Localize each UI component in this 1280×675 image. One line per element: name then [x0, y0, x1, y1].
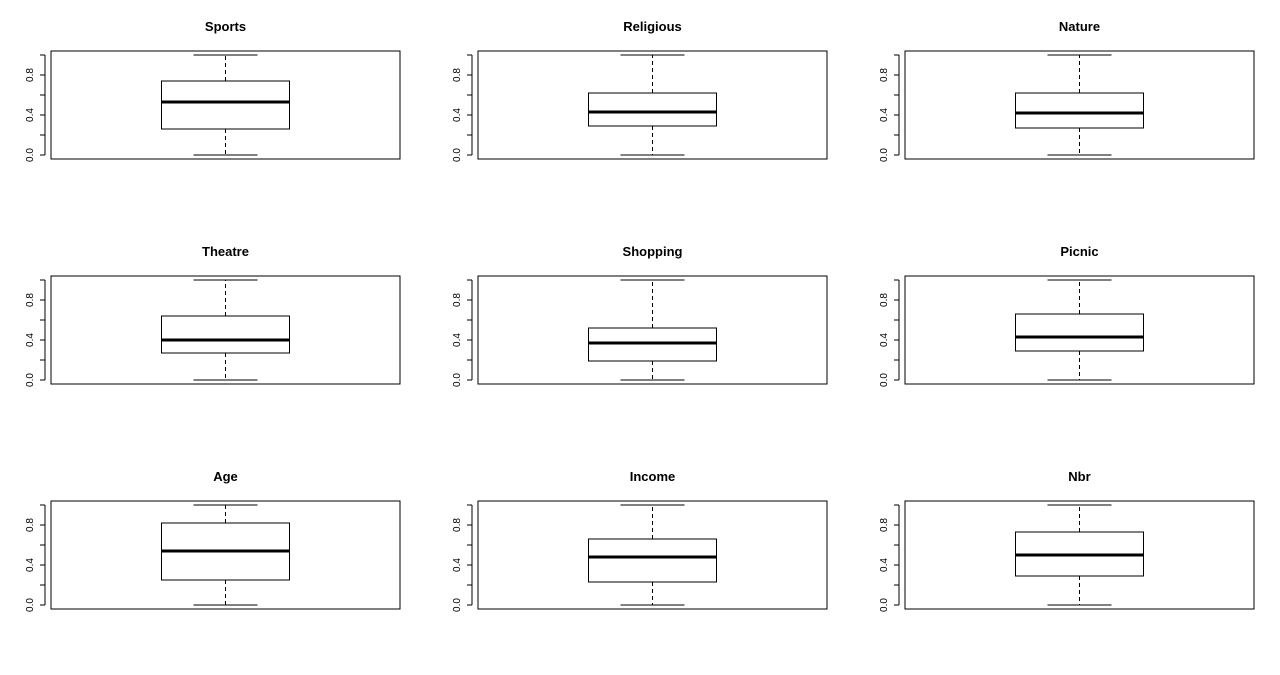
y-tick-label: 0.4 — [452, 558, 463, 572]
y-tick-label: 0.0 — [25, 373, 36, 387]
panel-title: Nbr — [1068, 469, 1090, 484]
iqr-box — [588, 538, 717, 583]
plot-frame — [50, 275, 401, 385]
plot-frame — [904, 500, 1255, 610]
panel-shopping: Shopping 0.0 0.4 0.8 — [452, 244, 828, 387]
panel-title: Age — [213, 469, 238, 484]
panel-title: Shopping — [623, 244, 683, 259]
y-tick-label: 0.4 — [25, 333, 36, 347]
iqr-box — [588, 92, 717, 127]
panel-nbr: Nbr 0.0 0.4 0.8 — [879, 469, 1255, 612]
plot-frame — [50, 50, 401, 160]
plot-frame — [477, 500, 828, 610]
plot-frame — [477, 50, 828, 160]
iqr-box — [161, 315, 290, 354]
y-tick-label: 0.0 — [452, 148, 463, 162]
y-tick-label: 0.8 — [452, 293, 463, 307]
y-tick-label: 0.8 — [25, 68, 36, 82]
y-tick-label: 0.8 — [879, 293, 890, 307]
iqr-box — [161, 80, 290, 130]
y-tick-label: 0.8 — [452, 518, 463, 532]
iqr-box — [1015, 313, 1144, 352]
plot-frame — [477, 275, 828, 385]
y-tick-label: 0.8 — [879, 518, 890, 532]
y-tick-label: 0.0 — [452, 598, 463, 612]
panel-title: Sports — [205, 19, 246, 34]
y-tick-label: 0.0 — [879, 598, 890, 612]
panel-title: Income — [630, 469, 676, 484]
y-tick-label: 0.0 — [452, 373, 463, 387]
plot-frame — [904, 50, 1255, 160]
y-tick-label: 0.0 — [879, 373, 890, 387]
panel-title: Theatre — [202, 244, 249, 259]
y-tick-label: 0.4 — [879, 558, 890, 572]
y-tick-label: 0.4 — [25, 108, 36, 122]
panel-title: Picnic — [1060, 244, 1098, 259]
panel-title: Religious — [623, 19, 682, 34]
y-tick-label: 0.8 — [452, 68, 463, 82]
panel-nature: Nature 0.0 0.4 0.8 — [879, 19, 1255, 162]
y-tick-label: 0.4 — [25, 558, 36, 572]
panel-picnic: Picnic 0.0 0.4 0.8 — [879, 244, 1255, 387]
panel-income: Income 0.0 0.4 0.8 — [452, 469, 828, 612]
plot-frame — [904, 275, 1255, 385]
y-tick-label: 0.4 — [452, 108, 463, 122]
y-tick-label: 0.0 — [25, 598, 36, 612]
panel-sports: Sports 0.0 0.4 0.8 — [25, 19, 401, 162]
panel-theatre: Theatre 0.0 0.4 0.8 — [25, 244, 401, 387]
iqr-box — [1015, 92, 1144, 129]
y-tick-label: 0.4 — [879, 108, 890, 122]
panel-title: Nature — [1059, 19, 1100, 34]
panel-age: Age 0.0 0.4 0.8 — [25, 469, 401, 612]
panel-religious: Religious 0.0 0.4 0.8 — [452, 19, 828, 162]
y-tick-label: 0.8 — [25, 293, 36, 307]
y-tick-label: 0.8 — [25, 518, 36, 532]
plot-frame — [50, 500, 401, 610]
y-tick-label: 0.4 — [879, 333, 890, 347]
y-tick-label: 0.8 — [879, 68, 890, 82]
y-tick-label: 0.0 — [879, 148, 890, 162]
y-tick-label: 0.0 — [25, 148, 36, 162]
y-tick-label: 0.4 — [452, 333, 463, 347]
